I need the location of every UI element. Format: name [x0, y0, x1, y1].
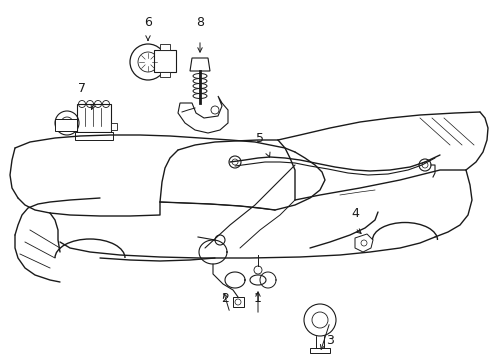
Polygon shape	[160, 72, 170, 77]
Polygon shape	[77, 104, 111, 132]
Polygon shape	[160, 44, 170, 50]
Polygon shape	[190, 58, 210, 71]
Text: 5: 5	[256, 131, 264, 144]
Text: 7: 7	[78, 81, 86, 95]
Text: 3: 3	[326, 333, 334, 346]
Polygon shape	[178, 96, 228, 133]
Polygon shape	[233, 297, 244, 307]
Text: 6: 6	[144, 15, 152, 28]
Text: 4: 4	[351, 207, 359, 220]
Polygon shape	[310, 348, 330, 353]
Text: 2: 2	[221, 292, 229, 305]
Polygon shape	[154, 50, 176, 72]
Text: 1: 1	[254, 292, 262, 305]
Polygon shape	[355, 234, 373, 252]
Polygon shape	[111, 123, 117, 130]
Polygon shape	[55, 119, 77, 131]
Polygon shape	[75, 132, 113, 140]
Text: 8: 8	[196, 15, 204, 28]
